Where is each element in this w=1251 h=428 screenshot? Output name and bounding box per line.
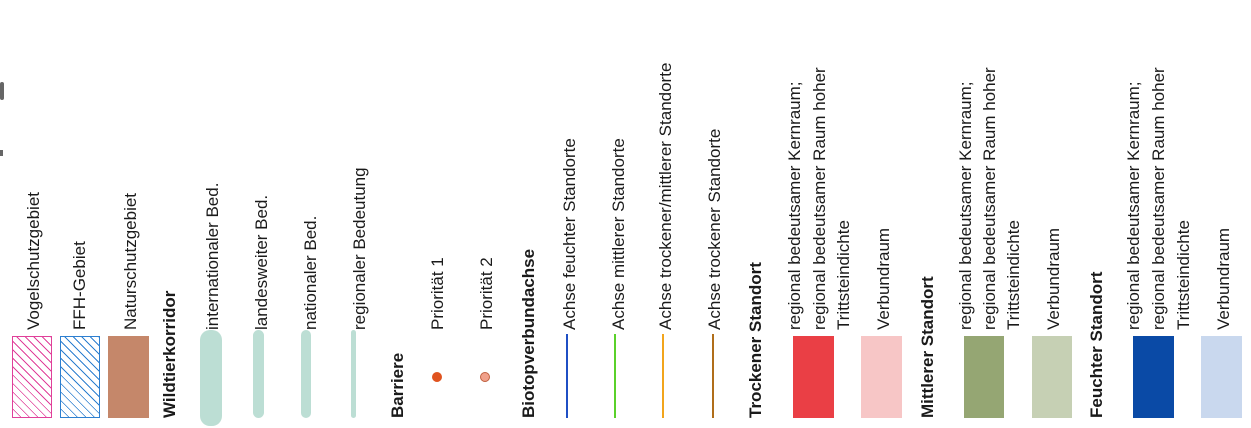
feucht-core-label-line3: Trittsteindichte (1174, 220, 1193, 330)
feucht-core-swatch (1133, 336, 1174, 418)
barriere-heading: Barriere (388, 352, 407, 418)
biotop-trocken-label: Achse trockener Standorte (705, 128, 724, 330)
biotop-feucht-line (566, 334, 568, 418)
edge-mark-bottom (0, 150, 3, 156)
wildtier-regional-bar (351, 330, 356, 418)
wildtier-international-bar (200, 330, 222, 426)
biotop-mittel-line (614, 334, 616, 418)
feucht-heading: Feuchter Standort (1087, 271, 1106, 418)
wildtier-landesweit-label: landesweiter Bed. (252, 194, 271, 330)
wildtier-regional-label: regionaler Bedeutung (350, 167, 369, 330)
mittel-verbund-swatch (1032, 336, 1072, 418)
wildtier-international-label: internationaler Bed. (203, 182, 222, 330)
edge-mark-top (0, 82, 4, 100)
mittel-core-label-line3: Trittsteindichte (1004, 220, 1023, 330)
feucht-core-label-line2: regional bedeutsamer Raum hoher (1149, 67, 1168, 330)
wildtier-landesweit-bar (253, 330, 264, 418)
mittel-core-label-line2: regional bedeutsamer Raum hoher (980, 67, 999, 330)
biotop-trocken-mittel-label: Achse trockener/mittlerer Standorte (656, 62, 675, 330)
trocken-verbund-label: Verbundraum (874, 227, 893, 330)
barriere-prio2-label: Priorität 2 (477, 257, 496, 330)
barriere-prio1-dot (432, 372, 442, 382)
feucht-verbund-swatch (1201, 336, 1242, 418)
trocken-heading: Trockener Standort (746, 262, 765, 418)
barriere-prio1-label: Priorität 1 (428, 257, 447, 330)
mittel-verbund-label: Verbundraum (1044, 227, 1063, 330)
biotop-feucht-label: Achse feuchter Standorte (560, 138, 579, 330)
biotop-trocken-line (712, 334, 714, 418)
wildtier-national-bar (301, 330, 311, 418)
mittel-core-label-line1: regional bedeutsamer Kernraum; (956, 81, 975, 330)
feucht-core-label-line1: regional bedeutsamer Kernraum; (1124, 81, 1143, 330)
vogelschutz-label: Vogelschutzgebiet (24, 192, 43, 330)
trocken-core-label-line2: regional bedeutsamer Raum hoher (810, 67, 829, 330)
biotop-mittel-label: Achse mittlerer Standorte (609, 138, 628, 330)
barriere-prio2-dot (480, 372, 490, 382)
trocken-core-label-line3: Trittsteindichte (834, 220, 853, 330)
trocken-core-label-line1: regional bedeutsamer Kernraum; (785, 81, 804, 330)
feucht-verbund-label: Verbundraum (1214, 227, 1233, 330)
wildtier-heading: Wildtierkorridor (160, 290, 179, 418)
trocken-verbund-swatch (861, 336, 902, 418)
biotop-heading: Biotopverbundachse (519, 248, 538, 418)
vogelschutz-swatch (12, 336, 52, 418)
naturschutz-swatch (108, 336, 149, 418)
trocken-core-swatch (793, 336, 834, 418)
mittel-core-swatch (964, 336, 1004, 418)
mittel-heading: Mittlerer Standort (918, 276, 937, 418)
biotop-trocken-mittel-line (662, 334, 664, 418)
ffh-swatch (60, 336, 100, 418)
ffh-label: FFH-Gebiet (70, 241, 89, 330)
wildtier-national-label: nationaler Bed. (301, 215, 320, 330)
naturschutz-label: Naturschutzgebiet (121, 192, 140, 330)
